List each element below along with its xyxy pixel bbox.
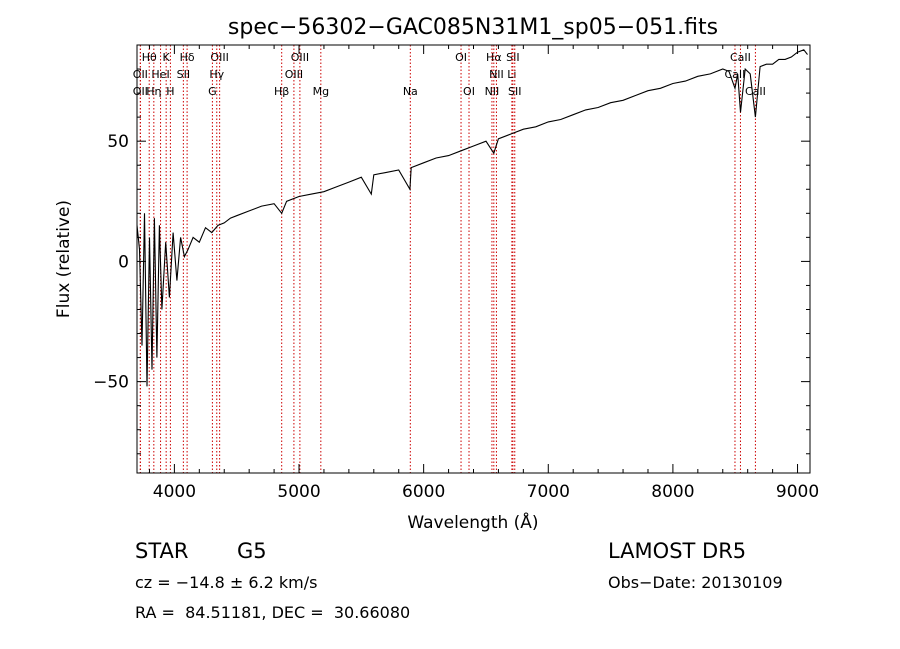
spectral-line-label-15: Li [507,68,516,81]
observation-date: Obs−Date: 20130109 [608,573,783,592]
spectral-line-label-20: G [208,85,217,98]
spectral-line-label-11: SII [177,68,190,81]
spectral-line-label-22: Mg [313,85,329,98]
x-tick-label-5: 9000 [776,482,819,502]
x-tick-label-0: 4000 [153,482,196,502]
x-tick-label-4: 8000 [651,482,694,502]
spectral-line-label-21: Hβ [274,85,289,98]
spectral-line-label-6: Hα [486,51,502,64]
y-tick-label-2: 50 [107,132,129,152]
spectral-line-label-4: OIII [291,51,309,64]
spectral-line-label-12: Hγ [209,68,224,81]
ra-dec: RA = 84.51181, DEC = 30.66080 [135,603,411,622]
spectral-line-label-16: CaII [725,68,746,81]
spectral-line-label-8: CaII [730,51,751,64]
spectrum-line [136,49,808,387]
x-tick-label-3: 7000 [527,482,570,502]
spectral-line-label-1: K [163,51,171,64]
survey-name: LAMOST DR5 [608,539,747,563]
chart-title: spec−56302−GAC085N31M1_sp05−051.fits [228,15,718,40]
y-tick-label-0: −50 [93,373,129,393]
spectral-line-label-26: SII [508,85,521,98]
spectral-line-label-0: Hθ [142,51,157,64]
spectral-line-label-27: CaII [745,85,766,98]
spectral-line-label-2: Hδ [180,51,195,64]
spectral-line-label-23: Na [403,85,418,98]
spectral-line-label-25: NII [485,85,500,98]
object-class: STAR [135,539,189,563]
spectral-line-label-18: Hη [146,85,161,98]
x-axis-label: Wavelength (Å) [407,511,538,533]
spectral-line-label-5: OI [455,51,467,64]
redshift-cz: cz = −14.8 ± 6.2 km/s [135,573,318,592]
spectral-line-label-13: OIII [285,68,303,81]
object-subclass: G5 [237,539,267,563]
plot-frame [136,44,811,474]
spectral-line-label-19: H [166,85,174,98]
x-tick-label-2: 6000 [402,482,445,502]
x-axis-ticks: 4000 5000 6000 7000 8000 9000 [148,45,819,502]
y-axis-label: Flux (relative) [54,200,74,318]
y-tick-label-1: 0 [118,252,129,272]
spectral-line-label-10: HeI [151,68,169,81]
spectral-line-label-7: SII [506,51,519,64]
x-tick-label-1: 5000 [277,482,320,502]
spectral-line-label-3: OIII [210,51,228,64]
spectral-line-label-14: NII [489,68,504,81]
spectral-line-label-24: OI [463,85,475,98]
y-axis-ticks: −50 0 50 [93,68,810,455]
